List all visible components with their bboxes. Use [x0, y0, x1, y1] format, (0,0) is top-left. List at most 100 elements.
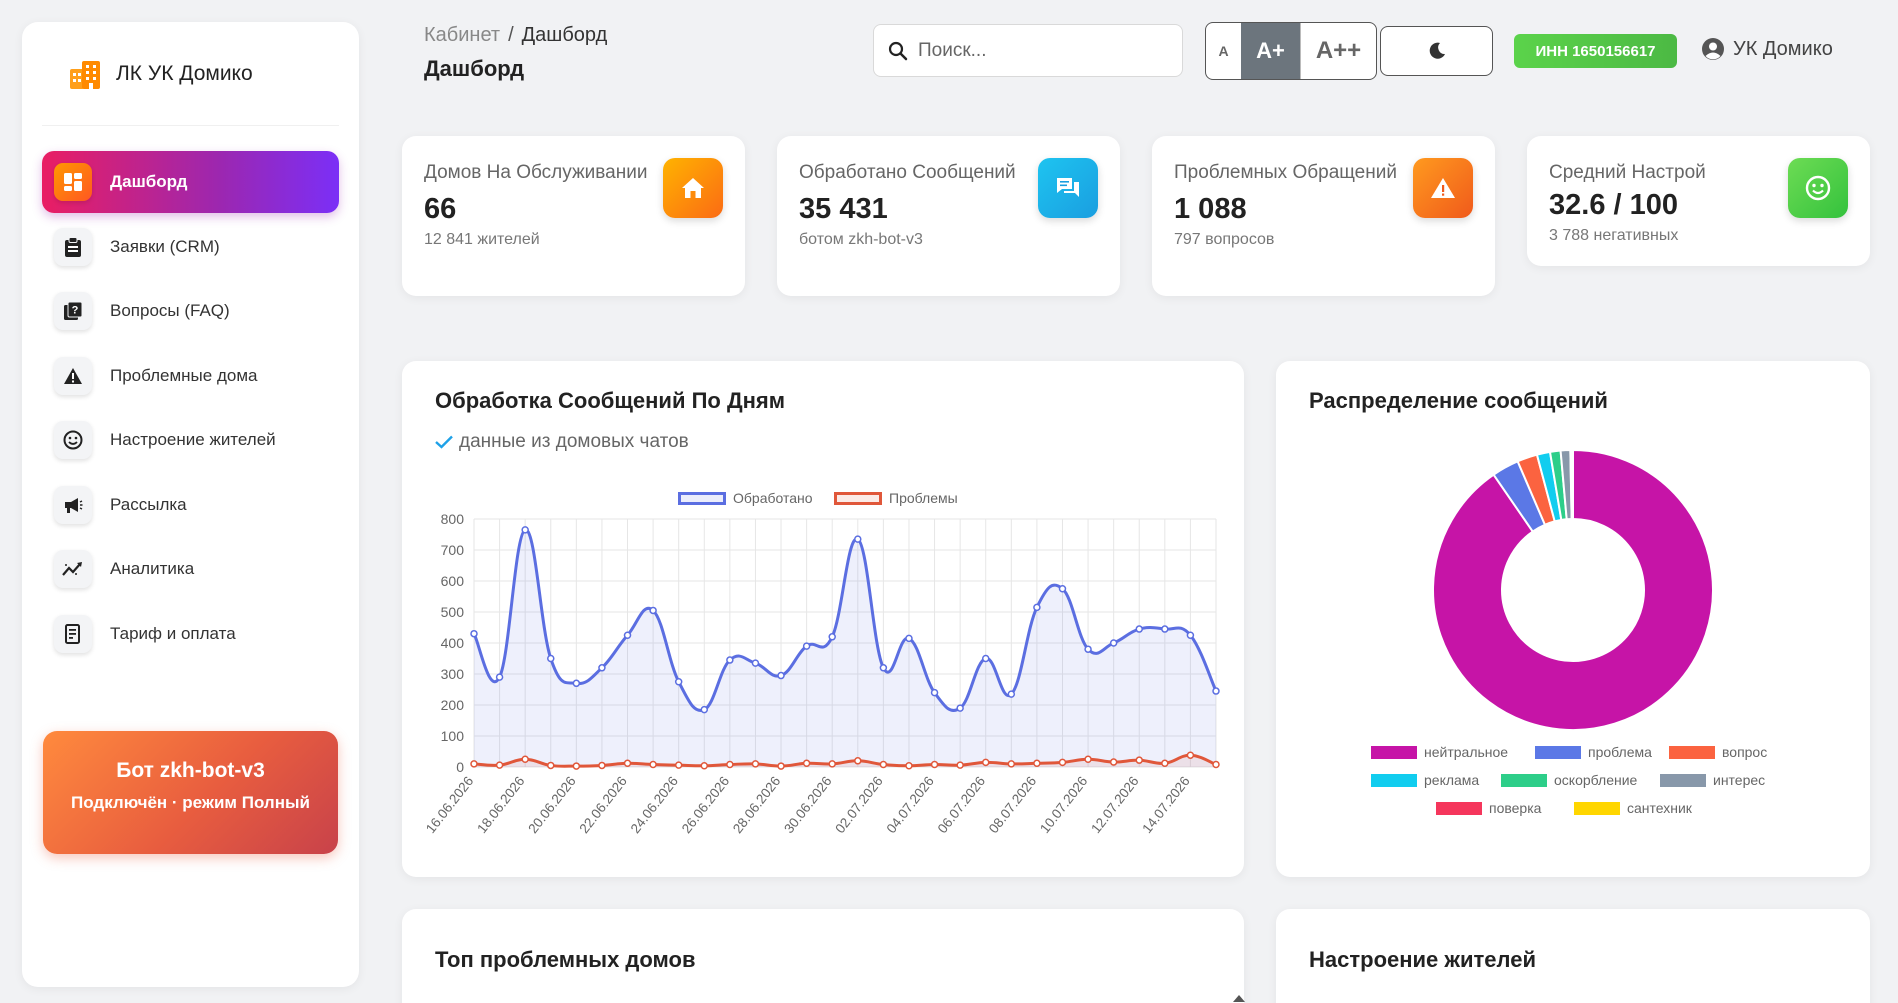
data-point[interactable]: [674, 678, 683, 686]
data-point[interactable]: [802, 759, 811, 768]
brand[interactable]: ЛК УК Домико: [42, 22, 339, 126]
data-point[interactable]: [777, 671, 785, 680]
data-point[interactable]: [879, 664, 888, 672]
data-point[interactable]: [930, 688, 939, 697]
data-point[interactable]: [572, 679, 581, 688]
data-point[interactable]: [1033, 603, 1041, 612]
legend-item-problems[interactable]: Проблемы: [834, 490, 958, 506]
stat-card-mood: Средний Настрой 32.6 / 100 3 788 негатив…: [1527, 136, 1870, 266]
sidebar-item-crm[interactable]: Заявки (CRM): [42, 216, 339, 278]
data-point[interactable]: [1058, 585, 1067, 593]
search-input[interactable]: [918, 39, 1158, 62]
data-point[interactable]: [674, 761, 683, 769]
data-point[interactable]: [598, 664, 606, 672]
data-point[interactable]: [1212, 687, 1220, 695]
data-point[interactable]: [1109, 639, 1118, 647]
data-point[interactable]: [1161, 759, 1169, 768]
data-point[interactable]: [828, 760, 836, 768]
sidebar-item-problem-houses[interactable]: Проблемные дома: [42, 345, 339, 407]
data-point[interactable]: [1084, 755, 1092, 763]
data-point[interactable]: [623, 631, 632, 639]
data-point[interactable]: [598, 761, 606, 770]
donut-legend-item[interactable]: интерес: [1660, 772, 1765, 788]
font-size-medium-button[interactable]: A+: [1241, 23, 1300, 79]
data-point[interactable]: [470, 629, 478, 638]
data-point[interactable]: [1212, 760, 1220, 769]
data-point[interactable]: [956, 761, 964, 769]
data-point[interactable]: [470, 760, 478, 768]
breadcrumb-root[interactable]: Кабинет: [424, 24, 501, 46]
data-point[interactable]: [1109, 758, 1118, 766]
sidebar-item-analytics[interactable]: Аналитика: [42, 538, 339, 600]
sidebar-item-mailing[interactable]: Рассылка: [42, 474, 339, 536]
sidebar-item-mood[interactable]: Настроение жителей: [42, 409, 339, 471]
font-size-small-button[interactable]: A: [1218, 43, 1229, 59]
data-point[interactable]: [547, 654, 555, 663]
data-point[interactable]: [751, 659, 760, 667]
data-point[interactable]: [495, 761, 504, 769]
donut-legend-item[interactable]: проблема: [1535, 744, 1652, 760]
data-point[interactable]: [726, 760, 734, 769]
data-point[interactable]: [1033, 759, 1041, 768]
data-point[interactable]: [1186, 751, 1195, 759]
data-point[interactable]: [495, 673, 504, 681]
message-distribution-panel: Распределение сообщений нейтральное пробл…: [1276, 361, 1870, 877]
user-menu[interactable]: УК Домико: [1701, 37, 1833, 61]
scroll-up-icon[interactable]: [1232, 993, 1246, 1003]
data-point[interactable]: [751, 760, 760, 768]
data-point[interactable]: [854, 535, 862, 543]
data-point[interactable]: [572, 762, 581, 770]
data-point[interactable]: [1186, 631, 1195, 639]
data-point[interactable]: [649, 760, 657, 769]
donut-legend-item[interactable]: оскорбление: [1501, 772, 1637, 788]
data-point[interactable]: [777, 762, 785, 770]
data-point[interactable]: [828, 633, 836, 641]
data-point[interactable]: [1161, 625, 1169, 633]
data-point[interactable]: [879, 760, 888, 769]
data-point[interactable]: [1135, 756, 1143, 764]
data-point[interactable]: [854, 757, 862, 765]
data-point[interactable]: [956, 704, 964, 712]
search-box[interactable]: [873, 24, 1183, 77]
data-point[interactable]: [1007, 690, 1016, 698]
data-point[interactable]: [521, 755, 529, 763]
data-point[interactable]: [521, 526, 529, 534]
sidebar-item-label: Настроение жителей: [110, 430, 276, 449]
y-tick-label: 300: [441, 666, 465, 682]
data-point[interactable]: [649, 606, 657, 615]
data-point[interactable]: [1135, 625, 1143, 633]
font-size-large-button[interactable]: A++: [1300, 23, 1376, 79]
search-icon: [888, 41, 908, 60]
data-point[interactable]: [1084, 645, 1092, 653]
data-point[interactable]: [700, 705, 709, 714]
data-point[interactable]: [700, 762, 709, 770]
x-tick-label: 20.06.2026: [525, 774, 578, 836]
x-tick-label: 08.07.2026: [986, 774, 1039, 836]
sidebar-item-faq[interactable]: ? Вопросы (FAQ): [42, 280, 339, 342]
data-point[interactable]: [930, 760, 939, 769]
donut-legend-item[interactable]: нейтральное: [1371, 744, 1508, 760]
donut-slice[interactable]: [1432, 448, 1714, 731]
data-point[interactable]: [802, 642, 811, 650]
donut-slice[interactable]: [1570, 448, 1574, 521]
donut-legend-item[interactable]: сантехник: [1574, 800, 1692, 816]
data-point[interactable]: [547, 761, 555, 770]
bot-status-card[interactable]: Бот zkh-bot-v3 Подключён · режим Полный: [43, 731, 338, 854]
donut-legend-item[interactable]: реклама: [1371, 772, 1479, 788]
x-tick-label: 30.06.2026: [781, 774, 834, 836]
data-point[interactable]: [905, 634, 913, 643]
donut-legend-item[interactable]: поверка: [1436, 800, 1541, 816]
data-point[interactable]: [623, 759, 632, 768]
data-point[interactable]: [726, 656, 734, 664]
legend-item-processed[interactable]: Обработано: [678, 490, 813, 506]
theme-toggle-button[interactable]: [1380, 26, 1493, 76]
data-point[interactable]: [981, 654, 990, 663]
sidebar-item-billing[interactable]: Тариф и оплата: [42, 603, 339, 665]
data-point[interactable]: [1007, 760, 1016, 768]
data-point[interactable]: [981, 758, 990, 767]
data-point[interactable]: [905, 762, 913, 770]
donut-legend-item[interactable]: вопрос: [1669, 744, 1767, 760]
sidebar-item-dashboard[interactable]: Дашборд: [42, 151, 339, 213]
messages-by-day-panel: Обработка Сообщений По Дням данные из до…: [402, 361, 1244, 877]
data-point[interactable]: [1058, 758, 1067, 767]
